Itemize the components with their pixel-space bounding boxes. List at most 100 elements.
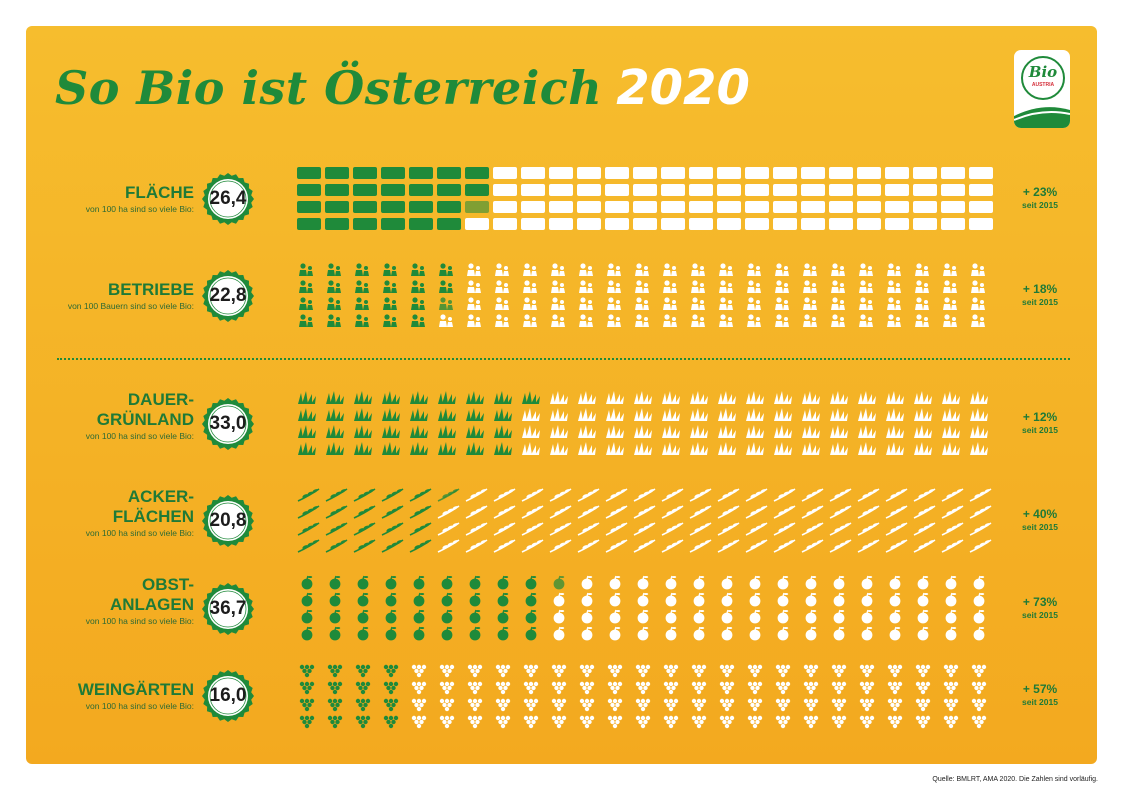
- nonbio-unit-apple-icon: [805, 592, 817, 607]
- nonbio-unit-field-block-icon: [829, 167, 853, 179]
- change-block: + 40% seit 2015: [1010, 507, 1070, 533]
- change-since: seit 2015: [1022, 522, 1058, 532]
- nonbio-unit-field-block-icon: [689, 201, 713, 213]
- nonbio-unit-apple-icon: [777, 575, 789, 590]
- bio-unit-field-block-icon: [381, 218, 405, 230]
- nonbio-unit-grain-icon: [801, 488, 824, 502]
- nonbio-unit-grape-icon: [859, 664, 875, 678]
- nonbio-unit-field-block-icon: [969, 184, 993, 196]
- nonbio-unit-farmer-icon: [747, 314, 761, 327]
- nonbio-unit-grain-icon: [717, 505, 740, 519]
- pictogram-svg: [297, 167, 993, 230]
- nonbio-unit-apple-icon: [693, 575, 705, 590]
- bio-unit-grass-icon: [494, 442, 512, 455]
- bio-unit-farmer-icon: [327, 314, 341, 327]
- nonbio-unit-apple-icon: [861, 609, 873, 624]
- bio-unit-field-block-icon: [353, 167, 377, 179]
- nonbio-unit-field-block-icon: [913, 184, 937, 196]
- bio-unit-grass-icon: [522, 391, 540, 404]
- bio-unit-grass-icon: [410, 391, 428, 404]
- nonbio-unit-field-block-icon: [633, 167, 657, 179]
- nonbio-unit-grape-icon: [579, 698, 595, 712]
- nonbio-unit-grain-icon: [577, 505, 600, 519]
- nonbio-unit-field-block-icon: [661, 201, 685, 213]
- nonbio-unit-apple-icon: [609, 626, 621, 641]
- nonbio-unit-apple-icon: [553, 609, 565, 624]
- nonbio-unit-grape-icon: [411, 664, 427, 678]
- nonbio-unit-farmer-icon: [719, 280, 733, 293]
- nonbio-unit-grass-icon: [718, 442, 736, 455]
- nonbio-unit-grass-icon: [690, 391, 708, 404]
- nonbio-unit-grape-icon: [915, 698, 931, 712]
- bio-unit-grain-icon: [325, 522, 348, 536]
- bio-unit-grain-icon: [297, 505, 320, 519]
- nonbio-unit-grape-icon: [859, 681, 875, 695]
- nonbio-unit-apple-icon: [889, 592, 901, 607]
- nonbio-unit-grain-icon: [941, 505, 964, 519]
- nonbio-unit-field-block-icon: [661, 167, 685, 179]
- partial-unit-grain-icon: [437, 488, 460, 502]
- nonbio-unit-field-block-icon: [773, 201, 797, 213]
- nonbio-unit-grass-icon: [774, 425, 792, 438]
- nonbio-unit-grass-icon: [942, 425, 960, 438]
- nonbio-unit-field-block-icon: [829, 201, 853, 213]
- nonbio-unit-farmer-icon: [691, 314, 705, 327]
- nonbio-unit-grass-icon: [858, 442, 876, 455]
- bio-unit-grape-icon: [383, 681, 399, 695]
- row-sublabel: von 100 ha sind so viele Bio:: [85, 431, 194, 441]
- nonbio-unit-grass-icon: [942, 442, 960, 455]
- bio-unit-apple-icon: [385, 609, 397, 624]
- row-label-block: ACKER- FLÄCHEN von 100 ha sind so viele …: [0, 487, 194, 539]
- nonbio-unit-grain-icon: [913, 522, 936, 536]
- title-year: 2020: [616, 60, 750, 116]
- bio-unit-farmer-icon: [299, 297, 313, 310]
- bio-unit-grain-icon: [297, 522, 320, 536]
- nonbio-unit-grape-icon: [495, 664, 511, 678]
- nonbio-unit-grass-icon: [550, 442, 568, 455]
- nonbio-unit-apple-icon: [833, 626, 845, 641]
- nonbio-unit-grass-icon: [970, 408, 988, 421]
- nonbio-unit-grass-icon: [830, 442, 848, 455]
- nonbio-unit-grass-icon: [578, 425, 596, 438]
- nonbio-unit-grain-icon: [885, 488, 908, 502]
- nonbio-unit-grape-icon: [915, 681, 931, 695]
- nonbio-unit-grass-icon: [606, 408, 624, 421]
- nonbio-unit-grass-icon: [858, 391, 876, 404]
- nonbio-unit-grape-icon: [411, 681, 427, 695]
- bio-unit-grape-icon: [299, 698, 315, 712]
- nonbio-unit-grain-icon: [969, 505, 992, 519]
- nonbio-unit-grass-icon: [634, 408, 652, 421]
- bio-unit-field-block-icon: [409, 201, 433, 213]
- nonbio-unit-farmer-icon: [691, 263, 705, 276]
- bio-unit-field-block-icon: [297, 184, 321, 196]
- bio-unit-grass-icon: [326, 442, 344, 455]
- bio-unit-farmer-icon: [299, 263, 313, 276]
- nonbio-unit-grain-icon: [801, 522, 824, 536]
- nonbio-unit-farmer-icon: [635, 314, 649, 327]
- pictogram-grid: [297, 575, 997, 643]
- nonbio-unit-grain-icon: [773, 488, 796, 502]
- nonbio-unit-farmer-icon: [551, 263, 565, 276]
- nonbio-unit-grain-icon: [521, 505, 544, 519]
- nonbio-unit-field-block-icon: [941, 184, 965, 196]
- bio-unit-field-block-icon: [381, 184, 405, 196]
- page-title: So Bio ist Österreich 2020: [55, 60, 750, 130]
- nonbio-unit-apple-icon: [553, 626, 565, 641]
- nonbio-unit-apple-icon: [833, 575, 845, 590]
- bio-unit-field-block-icon: [409, 218, 433, 230]
- bio-unit-apple-icon: [497, 575, 509, 590]
- nonbio-unit-grain-icon: [521, 539, 544, 553]
- nonbio-unit-farmer-icon: [859, 314, 873, 327]
- bio-unit-farmer-icon: [439, 280, 453, 293]
- nonbio-unit-apple-icon: [749, 575, 761, 590]
- nonbio-unit-grain-icon: [969, 522, 992, 536]
- nonbio-unit-grape-icon: [915, 715, 931, 729]
- nonbio-unit-field-block-icon: [717, 218, 741, 230]
- nonbio-unit-grain-icon: [829, 522, 852, 536]
- bio-unit-grass-icon: [354, 425, 372, 438]
- nonbio-unit-grape-icon: [747, 681, 763, 695]
- bio-unit-grape-icon: [299, 664, 315, 678]
- nonbio-unit-grain-icon: [605, 522, 628, 536]
- nonbio-unit-apple-icon: [889, 626, 901, 641]
- bio-unit-grass-icon: [298, 442, 316, 455]
